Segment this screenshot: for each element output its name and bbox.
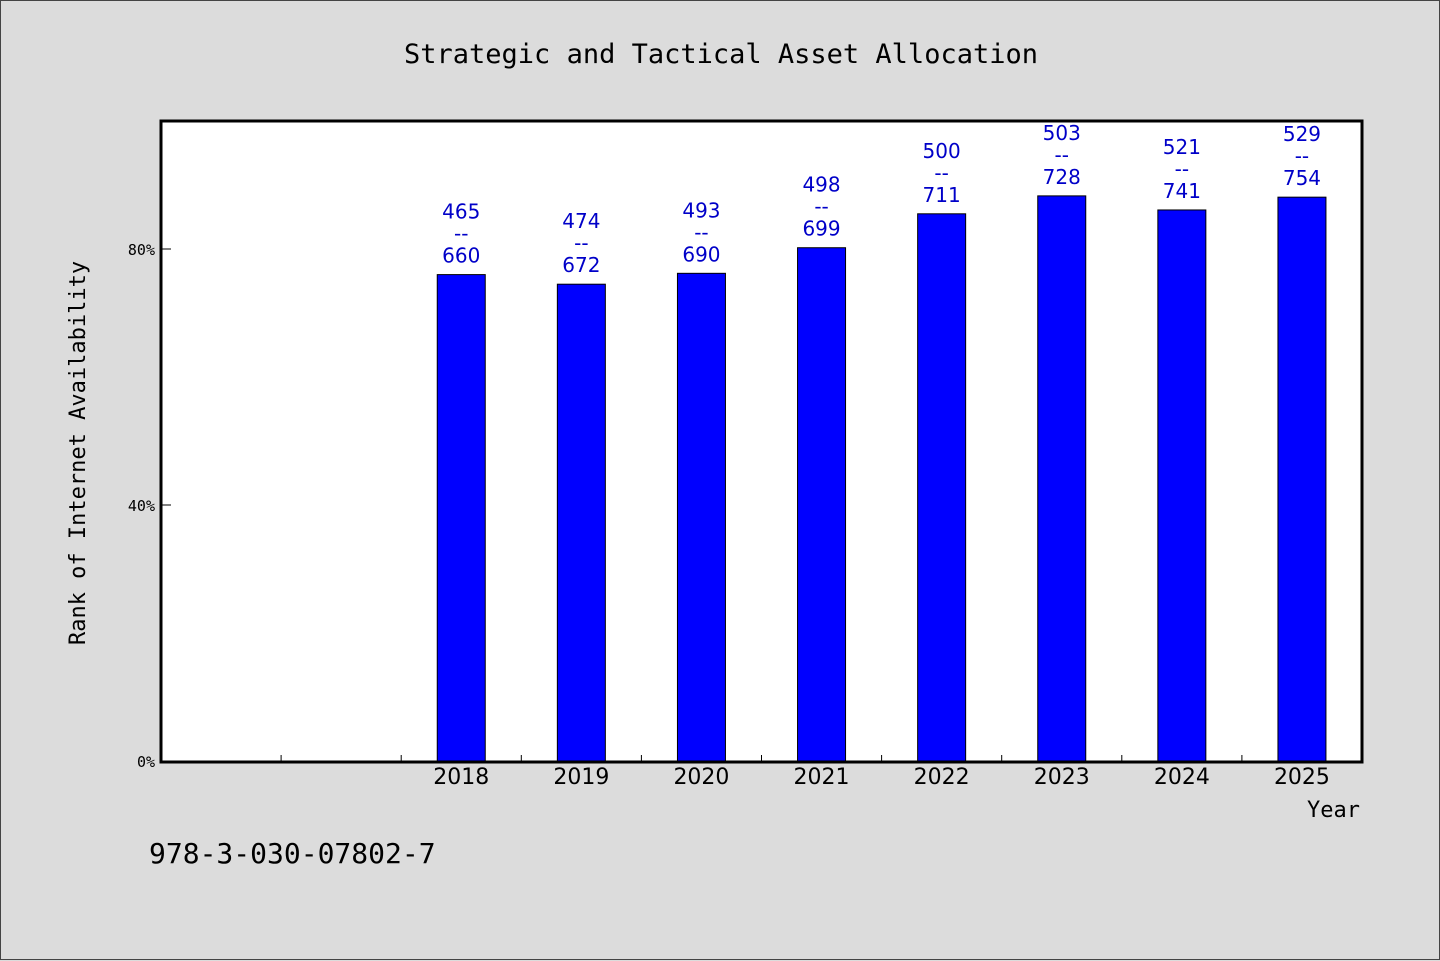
bar (1157, 209, 1207, 762)
x-tick-label: 2020 (673, 765, 729, 790)
x-tick-label: 2022 (914, 765, 970, 790)
data-label: 660 (442, 244, 480, 268)
data-label: 754 (1283, 166, 1321, 190)
data-label: 690 (682, 242, 720, 266)
data-label: 741 (1163, 179, 1201, 203)
data-label: -- (934, 161, 948, 185)
bar (676, 272, 726, 762)
x-ticks-group: 2018 2019 2020 2021 2022 2023 2024 2025 (280, 755, 1330, 790)
data-label: 500 (923, 139, 961, 163)
data-label: 474 (562, 209, 600, 233)
bar (797, 247, 847, 762)
data-label: -- (694, 220, 708, 244)
x-tick-label: 2025 (1274, 765, 1330, 790)
data-label: 728 (1043, 165, 1081, 189)
x-tick-label: 2023 (1034, 765, 1090, 790)
data-label: 493 (682, 198, 720, 222)
bar (1277, 196, 1327, 762)
data-label: 672 (562, 253, 600, 277)
y-tick-label: 0% (137, 753, 155, 771)
x-tick-label: 2019 (553, 765, 609, 790)
x-tick-label: 2021 (794, 765, 850, 790)
data-label: 711 (923, 183, 961, 207)
data-labels-group: 465--660474--672493--690498--699500--711… (442, 121, 1321, 277)
isbn-footer: 978-3-030-07802-7 (149, 837, 436, 870)
data-label: 521 (1163, 135, 1201, 159)
x-axis-label: Year (1307, 798, 1360, 823)
data-label: 503 (1043, 121, 1081, 145)
bar (1037, 195, 1087, 762)
data-label: -- (454, 222, 468, 246)
chart-title: Strategic and Tactical Asset Allocation (404, 39, 1038, 70)
bar (436, 274, 486, 762)
bars-group (436, 195, 1327, 762)
data-label: -- (1055, 143, 1069, 167)
y-ticks-group: 0% 40% 80% (128, 241, 171, 771)
data-label: 529 (1283, 122, 1321, 146)
bar (917, 213, 967, 762)
data-label: 498 (802, 173, 840, 197)
x-tick-label: 2018 (433, 765, 489, 790)
data-label: -- (574, 231, 588, 255)
bar (556, 283, 606, 762)
y-tick-label: 80% (128, 241, 155, 259)
y-axis-label: Rank of Internet Availability (66, 261, 91, 645)
data-label: 699 (802, 217, 840, 241)
data-label: -- (1295, 144, 1309, 168)
data-label: 465 (442, 200, 480, 224)
y-tick-label: 40% (128, 497, 155, 515)
x-tick-label: 2024 (1154, 765, 1210, 790)
data-label: -- (1175, 157, 1189, 181)
data-label: -- (814, 195, 828, 219)
